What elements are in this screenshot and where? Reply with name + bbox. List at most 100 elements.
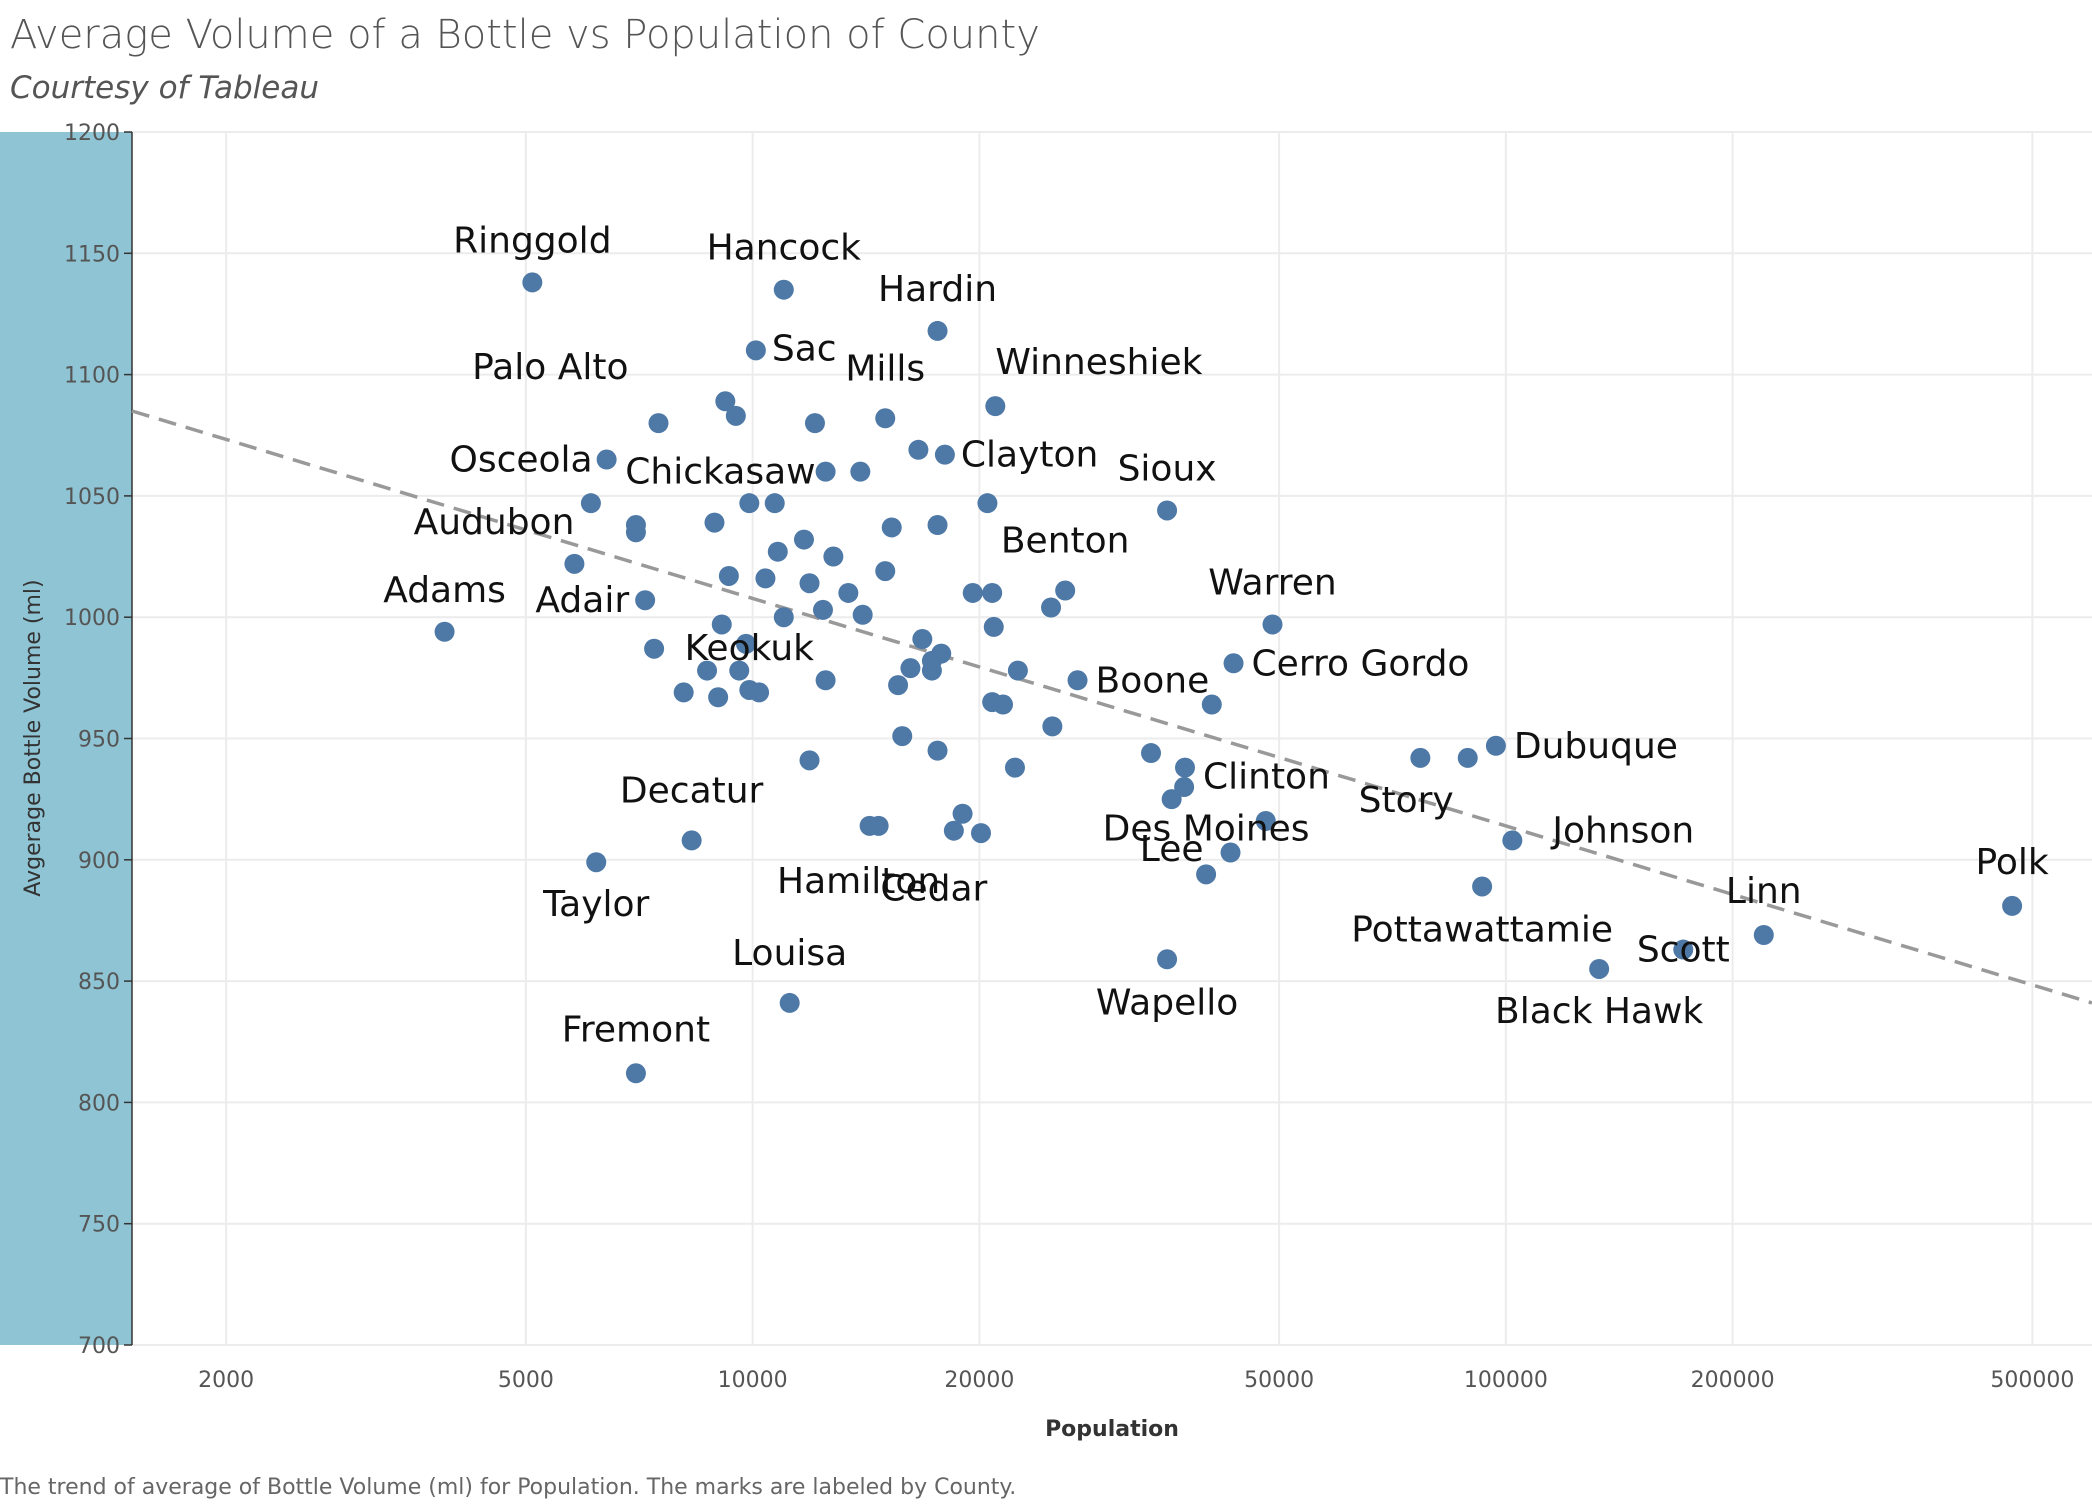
data-point[interactable] bbox=[644, 638, 665, 659]
data-point[interactable] bbox=[875, 408, 896, 429]
data-point[interactable] bbox=[729, 660, 750, 681]
data-point[interactable] bbox=[564, 553, 585, 574]
data-point[interactable] bbox=[779, 992, 800, 1013]
data-point[interactable] bbox=[681, 830, 702, 851]
data-point[interactable] bbox=[767, 541, 788, 562]
data-point[interactable] bbox=[755, 568, 776, 589]
x-tick-label: 200000 bbox=[1691, 1368, 1775, 1393]
data-point[interactable] bbox=[881, 517, 902, 538]
data-point[interactable] bbox=[1457, 747, 1478, 768]
data-point[interactable] bbox=[815, 670, 836, 691]
data-point[interactable] bbox=[635, 590, 656, 611]
data-point[interactable] bbox=[985, 396, 1006, 417]
county-label: Fremont bbox=[562, 1009, 710, 1050]
data-point[interactable] bbox=[625, 1063, 646, 1084]
data-point[interactable] bbox=[2002, 895, 2023, 916]
data-point[interactable] bbox=[852, 604, 873, 625]
data-point[interactable] bbox=[673, 682, 694, 703]
data-point[interactable] bbox=[1472, 876, 1493, 897]
data-point[interactable] bbox=[1055, 580, 1076, 601]
data-point[interactable] bbox=[892, 726, 913, 747]
data-point[interactable] bbox=[962, 582, 983, 603]
data-point[interactable] bbox=[1502, 830, 1523, 851]
data-point[interactable] bbox=[823, 546, 844, 567]
data-point[interactable] bbox=[977, 493, 998, 514]
data-point[interactable] bbox=[804, 413, 825, 434]
data-point[interactable] bbox=[921, 650, 942, 671]
data-point[interactable] bbox=[793, 529, 814, 550]
data-point[interactable] bbox=[799, 750, 820, 771]
data-point[interactable] bbox=[1174, 777, 1195, 798]
data-point[interactable] bbox=[773, 279, 794, 300]
data-point[interactable] bbox=[749, 682, 770, 703]
data-point[interactable] bbox=[1161, 789, 1182, 810]
data-point[interactable] bbox=[715, 391, 736, 412]
data-point[interactable] bbox=[596, 449, 617, 470]
data-point[interactable] bbox=[982, 582, 1003, 603]
data-point[interactable] bbox=[993, 694, 1014, 715]
data-point[interactable] bbox=[1041, 597, 1062, 618]
data-point[interactable] bbox=[1007, 660, 1028, 681]
data-point[interactable] bbox=[648, 413, 669, 434]
data-point[interactable] bbox=[764, 493, 785, 514]
data-point[interactable] bbox=[908, 439, 929, 460]
data-point[interactable] bbox=[799, 573, 820, 594]
data-point[interactable] bbox=[1753, 925, 1774, 946]
data-point[interactable] bbox=[708, 687, 729, 708]
data-point[interactable] bbox=[1004, 757, 1025, 778]
data-point[interactable] bbox=[1255, 810, 1276, 831]
data-point[interactable] bbox=[1174, 757, 1195, 778]
county-label: Scott bbox=[1637, 930, 1730, 971]
data-point[interactable] bbox=[1157, 949, 1178, 970]
data-point[interactable] bbox=[1157, 500, 1178, 521]
data-point[interactable] bbox=[711, 614, 732, 635]
data-point[interactable] bbox=[943, 820, 964, 841]
data-point[interactable] bbox=[1042, 716, 1063, 737]
data-point[interactable] bbox=[1196, 864, 1217, 885]
data-point[interactable] bbox=[1220, 842, 1241, 863]
x-tick-label: 2000 bbox=[198, 1368, 254, 1393]
data-point[interactable] bbox=[812, 599, 833, 620]
data-point[interactable] bbox=[927, 320, 948, 341]
chart-subtitle: Courtesy of Tableau bbox=[10, 70, 320, 106]
data-point[interactable] bbox=[888, 675, 909, 696]
data-point[interactable] bbox=[815, 461, 836, 482]
data-point[interactable] bbox=[697, 660, 718, 681]
data-point[interactable] bbox=[1673, 939, 1694, 960]
data-point[interactable] bbox=[850, 461, 871, 482]
data-point[interactable] bbox=[1589, 958, 1610, 979]
data-point[interactable] bbox=[1485, 735, 1506, 756]
data-point[interactable] bbox=[625, 522, 646, 543]
data-point[interactable] bbox=[718, 565, 739, 586]
data-point[interactable] bbox=[1223, 653, 1244, 674]
data-point[interactable] bbox=[434, 621, 455, 642]
data-point[interactable] bbox=[1067, 670, 1088, 691]
data-point[interactable] bbox=[739, 493, 760, 514]
data-point[interactable] bbox=[735, 633, 756, 654]
data-point[interactable] bbox=[838, 582, 859, 603]
data-point[interactable] bbox=[1410, 747, 1431, 768]
data-point[interactable] bbox=[927, 515, 948, 536]
data-point[interactable] bbox=[1201, 694, 1222, 715]
data-point[interactable] bbox=[927, 740, 948, 761]
data-point[interactable] bbox=[580, 493, 601, 514]
y-tick-label: 900 bbox=[78, 849, 120, 874]
data-point[interactable] bbox=[704, 512, 725, 533]
data-point[interactable] bbox=[586, 852, 607, 873]
data-point[interactable] bbox=[522, 272, 543, 293]
data-point[interactable] bbox=[952, 803, 973, 824]
data-point[interactable] bbox=[745, 340, 766, 361]
data-point[interactable] bbox=[912, 629, 933, 650]
data-point[interactable] bbox=[1141, 743, 1162, 764]
data-point[interactable] bbox=[725, 405, 746, 426]
data-point[interactable] bbox=[900, 658, 921, 679]
data-point[interactable] bbox=[773, 607, 794, 628]
data-point[interactable] bbox=[1262, 614, 1283, 635]
county-label: Polk bbox=[1975, 842, 2048, 883]
data-point[interactable] bbox=[934, 444, 955, 465]
data-point[interactable] bbox=[859, 815, 880, 836]
data-point[interactable] bbox=[875, 561, 896, 582]
data-point[interactable] bbox=[983, 616, 1004, 637]
x-tick-label: 10000 bbox=[718, 1368, 788, 1393]
data-point[interactable] bbox=[970, 823, 991, 844]
